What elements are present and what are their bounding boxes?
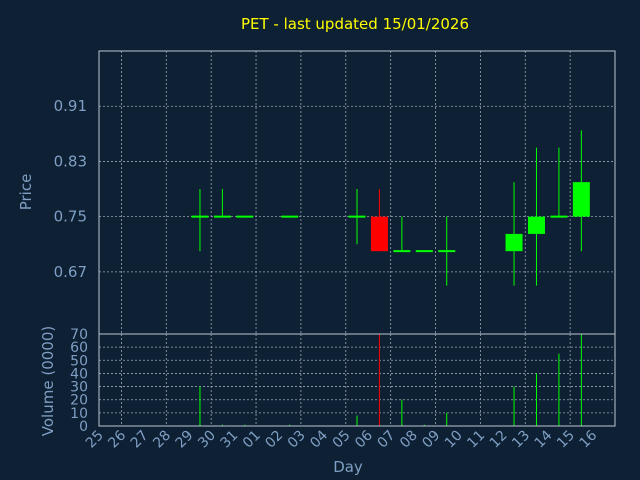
x-tick-label: 08 — [397, 428, 421, 452]
x-tick-label: 02 — [262, 428, 286, 452]
volume-tick-label: 10 — [70, 406, 88, 422]
x-tick-label: 27 — [128, 428, 152, 452]
price-tick-label: 0.75 — [54, 208, 87, 226]
x-tick-labels: 2526272829303101020304050607080910111213… — [83, 427, 601, 451]
x-tick-label: 04 — [307, 427, 331, 451]
candle-body — [505, 233, 523, 252]
x-tick-label: 28 — [150, 428, 174, 452]
volume-tick-label: 30 — [70, 380, 88, 396]
x-tick-label: 11 — [464, 428, 488, 452]
x-tick-label: 07 — [375, 428, 399, 452]
x-tick-label: 14 — [532, 427, 556, 451]
x-tick-label: 16 — [576, 427, 600, 451]
chart-title: PET - last updated 15/01/2026 — [241, 15, 469, 33]
x-tick-label: 26 — [105, 427, 129, 451]
volume-tick-label: 60 — [70, 340, 88, 356]
price-tick-label: 0.91 — [54, 97, 87, 115]
candle-body — [572, 182, 590, 217]
x-tick-label: 31 — [218, 428, 242, 452]
x-tick-label: 29 — [173, 428, 197, 452]
volume-tick-label: 40 — [70, 366, 88, 382]
x-tick-label: 12 — [487, 428, 511, 452]
volume-tick-label: 50 — [70, 353, 88, 369]
x-tick-label: 30 — [195, 428, 219, 452]
volume-tick-label: 70 — [70, 327, 88, 343]
price-panel: 0.67 0.75 0.83 0.91 — [54, 50, 616, 335]
x-tick-label: 10 — [442, 428, 466, 452]
price-axis-label: Price — [17, 174, 35, 211]
volume-axis-label: Volume (0000) — [39, 326, 57, 436]
candle-body — [370, 216, 388, 252]
candle-body — [527, 216, 545, 234]
x-tick-label: 06 — [352, 427, 376, 451]
x-tick-label: 05 — [330, 428, 354, 452]
price-tick-label: 0.83 — [54, 152, 87, 170]
x-tick-label: 09 — [419, 428, 443, 452]
x-tick-label: 15 — [554, 428, 578, 452]
price-tick-label: 0.67 — [54, 263, 87, 281]
x-tick-label: 13 — [509, 428, 533, 452]
x-tick-label: 03 — [285, 428, 309, 452]
volume-plot-frame — [98, 333, 616, 427]
x-tick-label: 01 — [240, 428, 264, 452]
x-axis-label: Day — [333, 458, 363, 476]
volume-tick-label: 0 — [79, 419, 88, 435]
volume-tick-label: 20 — [70, 393, 88, 409]
